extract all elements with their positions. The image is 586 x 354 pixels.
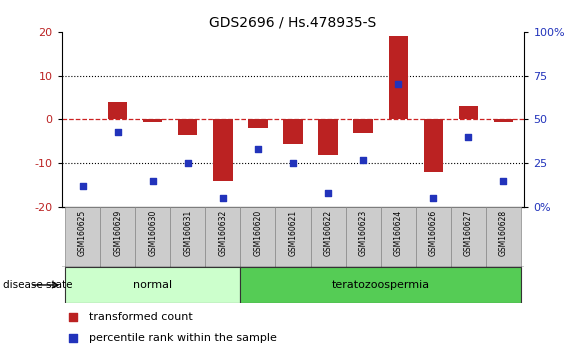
Text: percentile rank within the sample: percentile rank within the sample (89, 332, 277, 343)
Text: GSM160626: GSM160626 (429, 210, 438, 256)
Text: GSM160628: GSM160628 (499, 210, 508, 256)
Bar (178, 120, 197, 135)
Point (183, 160, 192, 166)
Bar (311, 207, 346, 267)
Point (428, 195, 438, 201)
Bar (346, 207, 381, 267)
Text: GSM160631: GSM160631 (183, 210, 192, 256)
Bar (213, 120, 233, 181)
Bar (108, 102, 127, 120)
Bar (65, 267, 240, 303)
Text: GSM160632: GSM160632 (219, 210, 227, 256)
Point (113, 129, 122, 135)
Text: GSM160621: GSM160621 (288, 210, 298, 256)
Bar (248, 120, 268, 128)
Point (464, 134, 473, 140)
Point (359, 157, 368, 162)
Point (218, 195, 227, 201)
Text: teratozoospermia: teratozoospermia (332, 280, 430, 290)
Bar (135, 207, 171, 267)
Bar (284, 120, 302, 144)
Text: GSM160627: GSM160627 (464, 210, 473, 256)
Title: GDS2696 / Hs.478935-S: GDS2696 / Hs.478935-S (209, 15, 377, 29)
Bar (240, 207, 275, 267)
Text: GSM160630: GSM160630 (148, 210, 157, 257)
Point (394, 82, 403, 87)
Bar (318, 120, 338, 154)
Text: GSM160624: GSM160624 (394, 210, 403, 256)
Bar (275, 207, 311, 267)
Text: transformed count: transformed count (89, 312, 193, 322)
Point (68, 335, 77, 341)
Point (148, 178, 158, 184)
Point (288, 160, 298, 166)
Text: GSM160625: GSM160625 (78, 210, 87, 256)
Bar (486, 207, 521, 267)
Bar (65, 207, 100, 267)
Bar (424, 120, 443, 172)
Point (499, 178, 508, 184)
Point (323, 190, 333, 196)
Bar (240, 267, 521, 303)
Point (68, 314, 77, 320)
Point (253, 147, 263, 152)
Text: GSM160620: GSM160620 (253, 210, 263, 256)
Point (78, 183, 87, 189)
Bar (143, 120, 162, 122)
Bar (205, 207, 240, 267)
Bar (171, 207, 205, 267)
Bar (100, 207, 135, 267)
Bar (381, 207, 415, 267)
Bar (389, 36, 408, 120)
Text: GSM160629: GSM160629 (113, 210, 122, 256)
Bar (451, 207, 486, 267)
Bar (353, 120, 373, 133)
Bar (459, 106, 478, 120)
Text: disease state: disease state (3, 280, 73, 290)
Text: normal: normal (133, 280, 172, 290)
Bar (415, 207, 451, 267)
Text: GSM160623: GSM160623 (359, 210, 367, 256)
Bar (494, 120, 513, 122)
Text: GSM160622: GSM160622 (323, 210, 333, 256)
